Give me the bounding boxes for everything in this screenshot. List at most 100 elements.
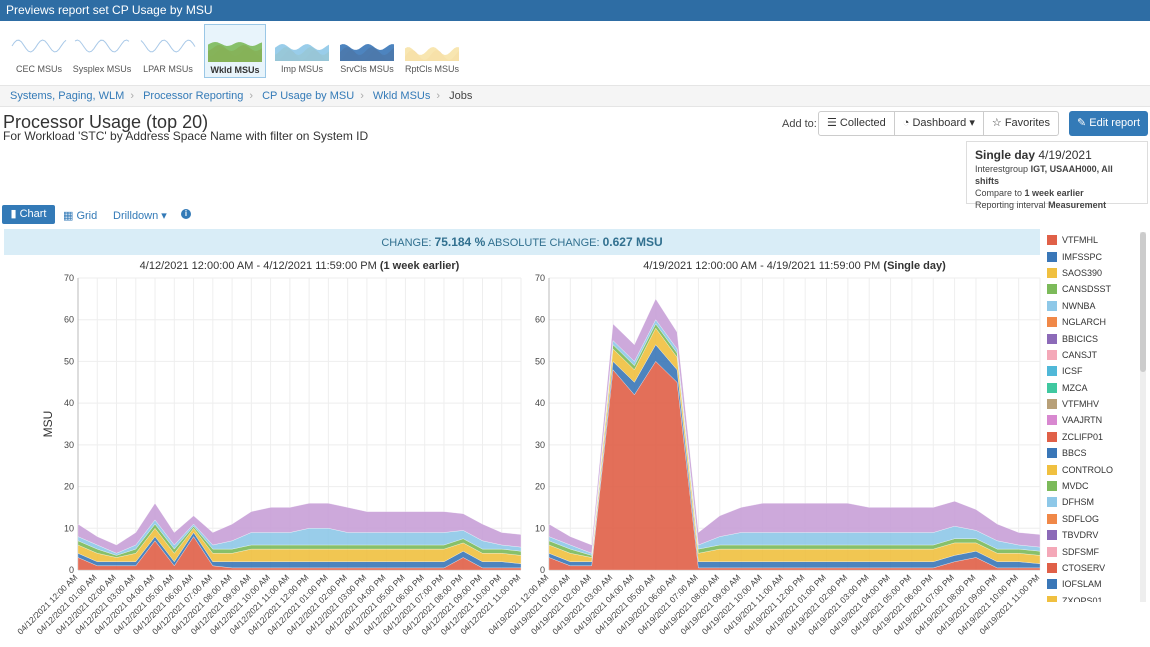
y-tick-label: 20	[535, 482, 545, 492]
report-thumbnail-rptcls-msus[interactable]: RptCls MSUs	[401, 24, 463, 78]
legend-swatch	[1047, 349, 1057, 360]
legend-item[interactable]: MZCA	[1047, 380, 1145, 396]
thumbnail-preview-icon	[208, 42, 262, 62]
breadcrumb-link-systems[interactable]: Systems, Paging, WLM	[10, 90, 125, 102]
legend-label: SDFLOG	[1062, 513, 1100, 524]
collected-button[interactable]: ☰ Collected	[819, 112, 895, 135]
grid-view-button[interactable]: ▦ Grid	[63, 209, 97, 222]
legend-swatch	[1047, 235, 1057, 246]
y-tick-label: 0	[69, 565, 74, 575]
legend-item[interactable]: BBCS	[1047, 445, 1145, 461]
legend-label: ZCLIFP01	[1062, 431, 1104, 442]
interestgroup-prefix: Interestgroup	[975, 164, 1029, 174]
legend-swatch	[1047, 333, 1057, 344]
breadcrumb-separator: ›	[130, 90, 134, 102]
legend-item[interactable]: DFHSM	[1047, 494, 1145, 510]
collected-label: Collected	[839, 117, 886, 129]
legend-item[interactable]: VAAJRTN	[1047, 412, 1145, 428]
legend-item[interactable]: VTFMHL	[1047, 232, 1145, 248]
legend-label: BBCS	[1062, 448, 1087, 459]
dashboard-button[interactable]: ◔ Dashboard ▾	[895, 112, 984, 135]
drilldown-button[interactable]: Drilldown ▾	[113, 209, 167, 222]
bar-chart-icon: ▮	[10, 208, 20, 220]
thumbnail-label: LPAR MSUs	[143, 64, 193, 74]
report-thumbnail-cec-msus[interactable]: CEC MSUs	[8, 24, 70, 78]
legend-item[interactable]: NGLARCH	[1047, 314, 1145, 330]
legend-swatch	[1047, 284, 1057, 295]
single-day-date: 4/19/2021	[1038, 148, 1092, 162]
legend-item[interactable]: CTOSERV	[1047, 560, 1145, 576]
report-thumbnail-srvcls-msus[interactable]: SrvCls MSUs	[336, 24, 398, 78]
legend-label: CONTROLO	[1062, 464, 1114, 475]
breadcrumb-separator: ›	[249, 90, 254, 102]
breadcrumb-link-cp-usage[interactable]: CP Usage by MSU	[262, 90, 355, 102]
compare-prefix: Compare to	[975, 188, 1023, 198]
interval-prefix: Reporting interval	[975, 200, 1046, 210]
report-thumbnail-lpar-msus[interactable]: LPAR MSUs	[137, 24, 199, 78]
legend-label: CANSDSST	[1062, 284, 1112, 295]
page-subtitle: For Workload 'STC' by Address Space Name…	[3, 129, 369, 143]
thumbnail-label: CEC MSUs	[15, 64, 62, 74]
y-axis-label: MSU	[41, 411, 55, 438]
legend-item[interactable]: IMFSSPC	[1047, 248, 1145, 264]
chart-title-suffix: (1 week earlier)	[380, 260, 460, 272]
legend-swatch	[1047, 481, 1057, 492]
breadcrumb-separator: ›	[436, 90, 441, 102]
change-value: 75.184 %	[434, 235, 486, 249]
y-tick-label: 30	[64, 440, 74, 450]
legend-item[interactable]: BBICICS	[1047, 330, 1145, 346]
y-tick-label: 40	[535, 398, 545, 408]
legend-label: NGLARCH	[1062, 317, 1107, 328]
window-title-bar: Previews report set CP Usage by MSU	[0, 0, 1150, 21]
report-thumbnail-wkld-msus[interactable]: Wkld MSUs	[204, 24, 266, 78]
legend-item[interactable]: CANSDSST	[1047, 281, 1145, 297]
report-thumbnail-imp-msus[interactable]: Imp MSUs	[271, 24, 333, 78]
edit-report-button[interactable]: ✎ Edit report	[1069, 111, 1148, 136]
report-thumbnail-sysplex-msus[interactable]: Sysplex MSUs	[71, 24, 133, 78]
area-series-other[interactable]	[77, 503, 522, 554]
legend-item[interactable]: MVDC	[1047, 478, 1145, 494]
legend-item[interactable]: TBVDRV	[1047, 527, 1145, 543]
legend-item[interactable]: ZCLIFP01	[1047, 429, 1145, 445]
legend-item[interactable]: SDFLOG	[1047, 511, 1145, 527]
legend-item[interactable]: NWNBA	[1047, 298, 1145, 314]
legend-label: CANSJT	[1062, 349, 1098, 360]
legend-scrollbar-thumb[interactable]	[1140, 232, 1146, 372]
edit-icon: ✎	[1076, 117, 1090, 129]
legend-item[interactable]: IOFSLAM	[1047, 576, 1145, 592]
absolute-change-value: 0.627 MSU	[602, 235, 663, 249]
legend-item[interactable]: VTFMHV	[1047, 396, 1145, 412]
info-icon[interactable]: i	[181, 209, 191, 219]
chart-view-label: Chart	[19, 208, 47, 220]
interestgroup-line: Interestgroup IGT, USAAH000, All shifts	[975, 163, 1139, 187]
chart-view-button[interactable]: ▮ Chart	[2, 205, 55, 224]
y-tick-label: 10	[535, 523, 545, 533]
legend-item[interactable]: ZXOPS01	[1047, 593, 1145, 602]
breadcrumb: Systems, Paging, WLM › Processor Reportin…	[0, 85, 1150, 107]
caret-down-icon: ▾	[158, 210, 167, 222]
legend-item[interactable]: ICSF	[1047, 363, 1145, 379]
legend-item[interactable]: SAOS390	[1047, 265, 1145, 281]
breadcrumb-link-processor-reporting[interactable]: Processor Reporting	[143, 90, 244, 102]
legend-item[interactable]: SDFSMF	[1047, 543, 1145, 559]
thumbnail-label: SrvCls MSUs	[340, 64, 394, 74]
legend-item[interactable]: CANSJT	[1047, 347, 1145, 363]
legend-label: VTFMHL	[1062, 235, 1098, 246]
legend-swatch	[1047, 464, 1057, 475]
thumbnail-preview-icon	[340, 44, 394, 61]
legend-swatch	[1047, 300, 1057, 311]
single-day-label: Single day	[975, 148, 1036, 162]
legend-item[interactable]: CONTROLO	[1047, 461, 1145, 477]
legend-swatch	[1047, 546, 1057, 557]
area-series-other[interactable]	[548, 298, 1041, 554]
breadcrumb-link-wkld-msus[interactable]: Wkld MSUs	[372, 90, 431, 102]
legend-label: ZXOPS01	[1062, 595, 1103, 602]
thumbnail-preview-icon	[140, 39, 196, 53]
legend-scrollbar[interactable]	[1140, 232, 1146, 602]
thumbnail-preview-icon	[74, 39, 130, 53]
legend-label: DFHSM	[1062, 497, 1094, 508]
change-label: CHANGE:	[381, 237, 432, 249]
legend-label: NWNBA	[1062, 300, 1096, 311]
y-tick-label: 50	[535, 356, 545, 366]
favorites-button[interactable]: ☆ Favorites	[984, 112, 1058, 135]
